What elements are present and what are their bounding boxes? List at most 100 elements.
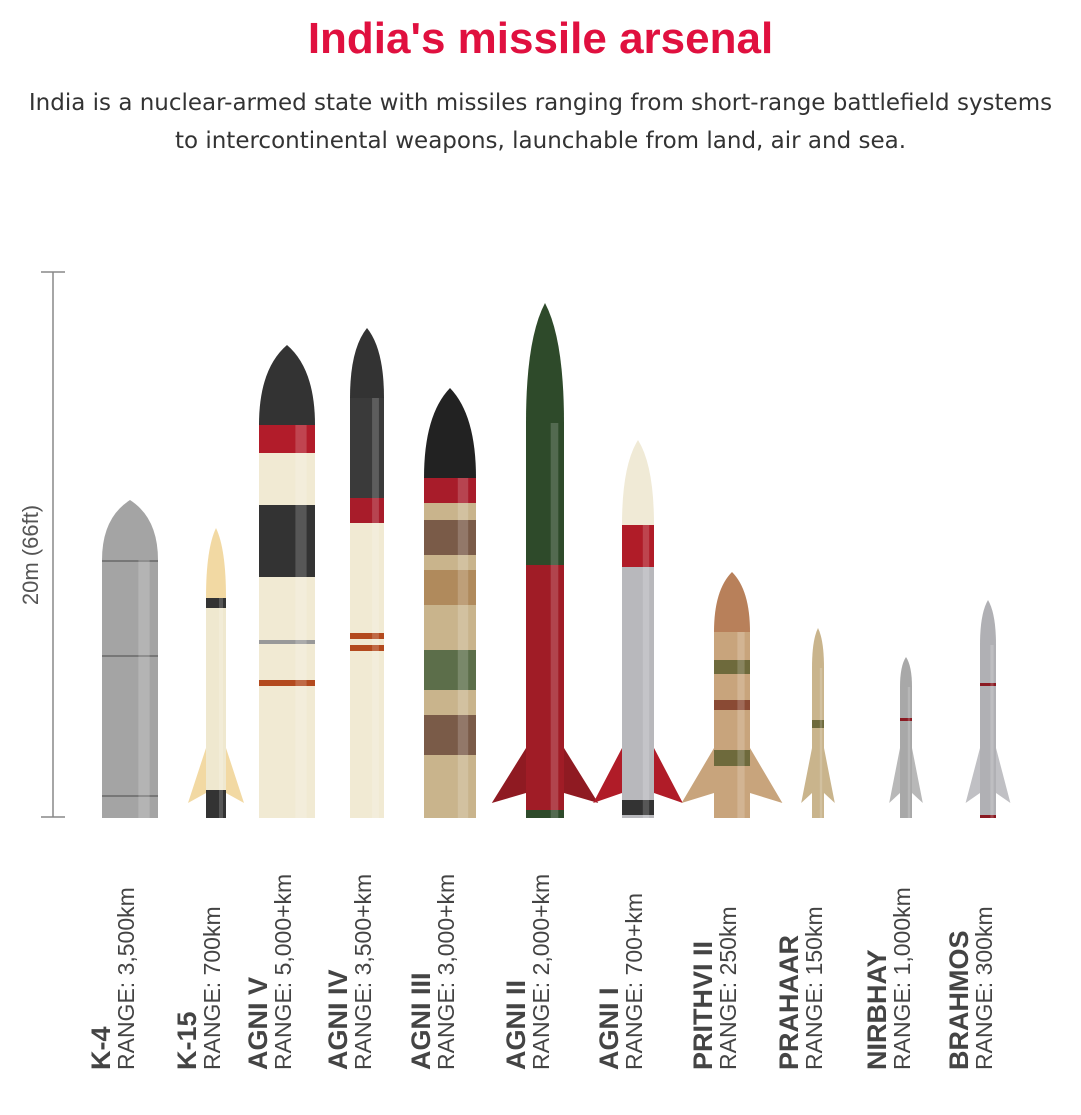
missile-range: RANGE: 3,000+km: [433, 874, 459, 1070]
missile: [188, 528, 244, 818]
missile-band: [259, 425, 315, 453]
scale-bar: [41, 271, 65, 818]
missile-band: [350, 398, 384, 498]
missile-band: [714, 750, 750, 766]
missile-shade: [990, 645, 994, 818]
missile-band: [980, 683, 996, 686]
missile-name: K-4: [86, 1026, 116, 1070]
missile-body: [812, 668, 824, 818]
missile: [259, 345, 315, 818]
missile-band: [424, 520, 476, 555]
missile-band: [259, 640, 315, 644]
missile-body: [259, 425, 315, 818]
missile-shade: [295, 425, 307, 818]
missile-shade: [219, 598, 223, 818]
missile-body: [206, 598, 226, 818]
missile: [424, 388, 476, 818]
missile-band: [102, 560, 158, 562]
missile-range: RANGE: 250km: [715, 906, 741, 1070]
missile-name: AGNI IV: [323, 969, 353, 1070]
missile-name: AGNI V: [243, 977, 273, 1070]
missile: [102, 500, 158, 818]
missile-name: K-15: [172, 1011, 202, 1070]
title: India's missile arsenal: [307, 14, 774, 63]
missile-nose: [424, 388, 476, 478]
missile-band: [206, 598, 226, 608]
missile-nose: [206, 528, 226, 598]
missile-band: [622, 525, 654, 567]
missile-shade: [642, 525, 650, 818]
missile-fins: [681, 748, 783, 803]
missile-band: [900, 718, 912, 721]
missile: [593, 440, 683, 818]
missile-band: [350, 633, 384, 639]
missile-name: AGNI I: [594, 987, 624, 1070]
missile-name: NIRBHAY: [862, 949, 892, 1070]
missile-nose: [900, 657, 912, 687]
missile-range: RANGE: 700km: [199, 906, 225, 1070]
missile-shade: [819, 668, 823, 818]
missile-band: [259, 680, 315, 686]
missile-shade: [737, 632, 745, 818]
missile-fins: [965, 748, 1011, 803]
missile-shade: [372, 398, 379, 818]
missile: [889, 657, 923, 818]
missile-shade: [138, 560, 150, 818]
missile-nose: [622, 440, 654, 525]
subtitle: India is a nuclear-armed state with miss…: [28, 90, 1053, 154]
missile-band: [102, 795, 158, 797]
missile: [491, 303, 599, 818]
missile-band: [424, 478, 476, 503]
missile-range: RANGE: 5,000+km: [270, 874, 296, 1070]
missile-fins: [593, 748, 683, 803]
missile-fins: [889, 748, 923, 803]
missile-band: [622, 800, 654, 815]
missile-band: [259, 505, 315, 577]
missile-range: RANGE: 300km: [971, 906, 997, 1070]
missile-body: [102, 560, 158, 818]
missile-name: BRAHMOS: [944, 931, 974, 1071]
missile-band: [206, 790, 226, 818]
missile-band: [812, 720, 824, 728]
missile-band: [350, 645, 384, 651]
missile-range: RANGE: 150km: [801, 906, 827, 1070]
missile: [965, 600, 1011, 818]
missile-range: RANGE: 1,000km: [889, 887, 915, 1070]
missile-band: [714, 660, 750, 674]
missile: [801, 628, 835, 818]
missile-name: PRAHAAR: [774, 935, 804, 1070]
missile-band: [424, 570, 476, 605]
missile-body: [622, 525, 654, 818]
missile-fins: [801, 748, 835, 803]
missile-band: [350, 498, 384, 523]
missile-range: RANGE: 700+km: [621, 893, 647, 1070]
missile-band: [526, 565, 564, 810]
missile-nose: [980, 600, 996, 645]
missile-nose: [526, 303, 564, 423]
missile-name: AGNI III: [406, 972, 436, 1070]
missile-range: RANGE: 3,500km: [113, 887, 139, 1070]
missile-band: [424, 650, 476, 690]
missile-nose: [350, 328, 384, 398]
missile-band: [102, 655, 158, 657]
missile-band: [714, 700, 750, 710]
missile-shade: [550, 423, 559, 818]
missile-nose: [259, 345, 315, 425]
missile-name: AGNI II: [501, 980, 531, 1070]
missile-range: RANGE: 2,000+km: [528, 874, 554, 1070]
missile: [350, 328, 384, 818]
missile-fins: [188, 748, 244, 803]
missile-nose: [714, 572, 750, 632]
missile-fins: [491, 748, 599, 803]
missile-band: [424, 715, 476, 755]
missile-nose: [812, 628, 824, 668]
missile-body: [980, 645, 996, 818]
missile-name: PRITHVI II: [688, 941, 718, 1070]
missile-shade: [907, 687, 911, 818]
missile-nose: [102, 500, 158, 560]
missile: [681, 572, 783, 818]
scale-label: 20m (66ft): [18, 505, 43, 605]
missile-band: [980, 815, 996, 818]
